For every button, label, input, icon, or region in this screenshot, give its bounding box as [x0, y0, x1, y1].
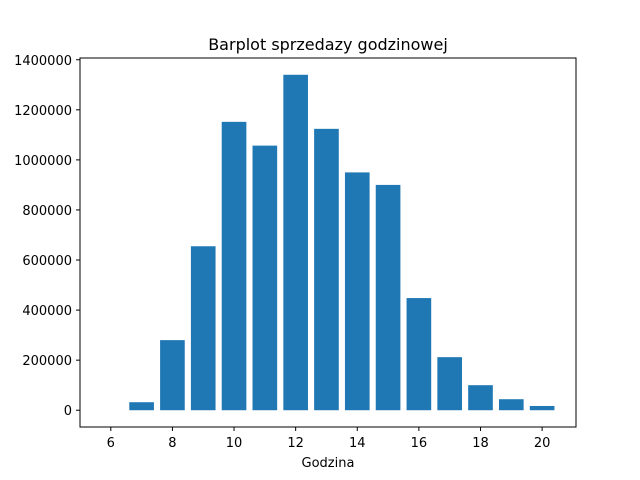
- bar-hour-10: [221, 121, 247, 411]
- bars-group: [129, 74, 555, 411]
- bar-hour-16: [406, 298, 432, 411]
- y-axis-ticks: 0 200000 400000 600000 800000 1000000 1200000 1…: [14, 54, 80, 419]
- bar-hour-12: [283, 74, 308, 411]
- chart-title: Barplot sprzedazy godzinowej: [208, 35, 448, 54]
- bar-hour-14: [344, 172, 370, 411]
- y-tick-label: 800000: [22, 204, 72, 219]
- y-tick-label: 400000: [22, 304, 72, 319]
- y-tick-label: 1000000: [14, 154, 72, 169]
- bar-hour-13: [314, 128, 339, 411]
- x-axis-ticks: 6 8 10 12 14 16 18 20: [107, 427, 551, 451]
- x-tick-label: 14: [349, 436, 366, 451]
- y-tick-label: 0: [64, 404, 72, 419]
- x-tick-label: 20: [534, 436, 551, 451]
- bar-hour-9: [190, 246, 216, 411]
- x-tick-label: 16: [411, 436, 428, 451]
- bar-hour-18: [468, 385, 493, 411]
- bar-hour-20: [529, 405, 555, 411]
- y-tick-label: 1200000: [14, 104, 72, 119]
- x-tick-label: 10: [226, 436, 243, 451]
- x-tick-label: 18: [472, 436, 489, 451]
- bar-hour-15: [375, 184, 401, 411]
- bar-hour-8: [160, 340, 185, 411]
- y-tick-label: 1400000: [14, 54, 72, 69]
- x-tick-label: 6: [107, 436, 115, 451]
- y-tick-label: 600000: [22, 254, 72, 269]
- x-tick-label: 12: [287, 436, 304, 451]
- x-axis-label: Godzina: [302, 456, 355, 471]
- y-tick-label: 200000: [22, 354, 72, 369]
- x-tick-label: 8: [168, 436, 176, 451]
- bar-hour-17: [437, 357, 463, 411]
- plot-frame: [79, 57, 577, 428]
- bar-hour-11: [252, 145, 278, 411]
- bar-hour-7: [129, 402, 154, 411]
- bar-hour-19: [498, 399, 524, 411]
